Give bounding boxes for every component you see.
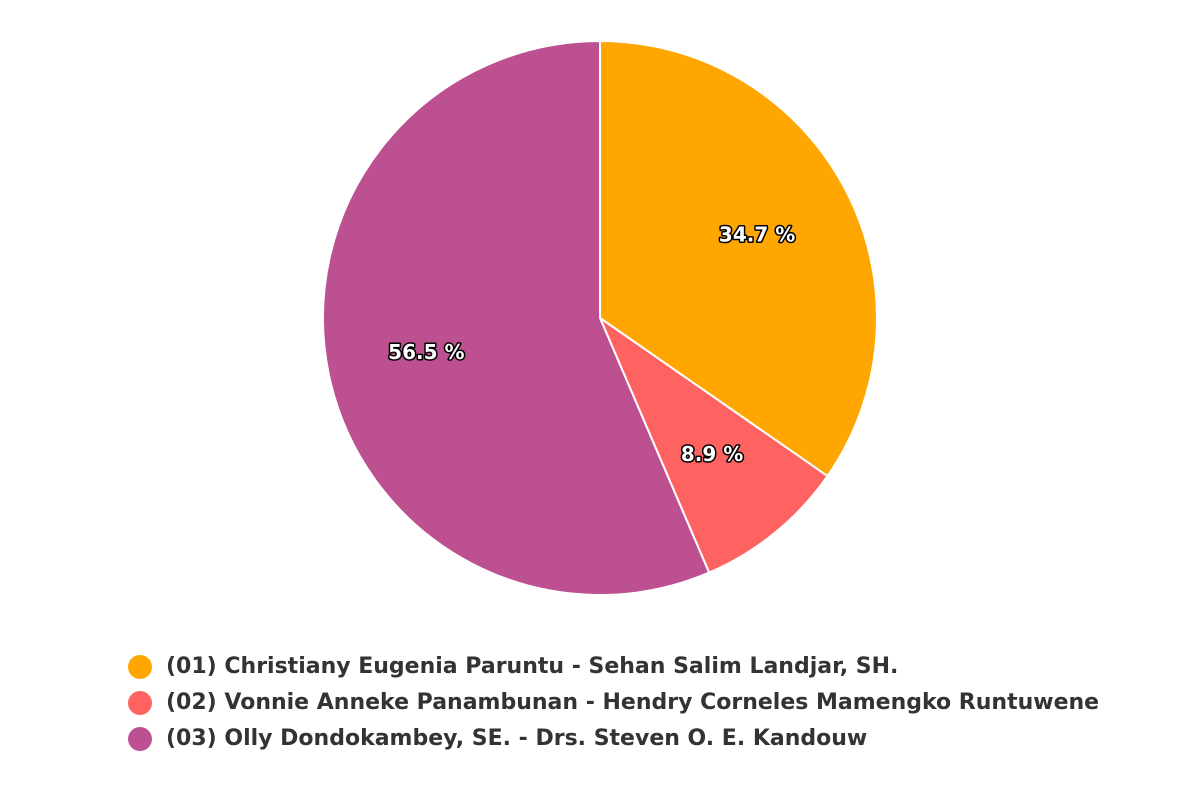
data-label: 56.5 % bbox=[388, 340, 464, 364]
legend-label: (03) Olly Dondokambey, SE. - Drs. Steven… bbox=[166, 726, 867, 751]
legend-label: (02) Vonnie Anneke Panambunan - Hendry C… bbox=[166, 690, 1099, 715]
legend-label: (01) Christiany Eugenia Paruntu - Sehan … bbox=[166, 654, 898, 679]
pie-slice bbox=[599, 39, 878, 478]
legend-marker bbox=[128, 727, 152, 751]
legend-marker bbox=[128, 655, 152, 679]
pie-slice bbox=[597, 315, 829, 574]
legend-marker bbox=[128, 691, 152, 715]
data-label: 34.7 % bbox=[719, 222, 795, 246]
pie-slice bbox=[322, 39, 711, 596]
data-label: 8.9 % bbox=[681, 442, 743, 466]
